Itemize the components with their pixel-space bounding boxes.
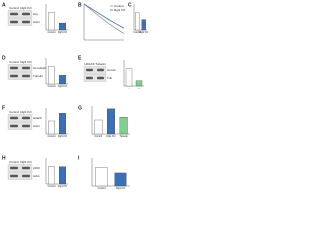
lane-label: Tubacin <box>95 62 106 66</box>
blot-band <box>10 66 18 70</box>
lane-label: Dgl1 KO <box>20 160 32 164</box>
lane-label: Control <box>9 60 19 64</box>
blot-band <box>22 166 30 170</box>
blot-band <box>22 116 30 120</box>
panel-letter: C <box>128 2 132 8</box>
x-tick-label: Control <box>94 135 102 138</box>
panel-letter: F <box>2 105 5 111</box>
bar <box>59 113 66 135</box>
row-label: Tub <box>107 76 112 80</box>
row-label: Actin <box>33 124 40 128</box>
x-tick-label: + <box>138 87 140 90</box>
x-tick-label: Dgl1 KO <box>106 135 115 138</box>
x-tick-label: Tubacin <box>119 135 128 138</box>
bar <box>114 172 127 187</box>
row-label: Ac-tubulin <box>33 66 47 70</box>
bar <box>125 68 133 87</box>
bar <box>59 22 66 31</box>
blot-strip <box>7 10 33 18</box>
row-label: Actin <box>33 20 40 24</box>
blot-band <box>22 174 30 178</box>
bar <box>48 166 55 185</box>
legend-label: Control <box>114 4 124 8</box>
bar <box>48 12 55 31</box>
blot-strip <box>83 66 107 74</box>
blot-strip <box>83 74 107 82</box>
bar <box>59 75 66 85</box>
bar <box>135 12 140 31</box>
blot-band <box>10 124 18 128</box>
row-label: p300 <box>33 166 40 170</box>
lane-label: Control <box>9 160 19 164</box>
bar <box>141 19 146 31</box>
blot-band <box>22 124 30 128</box>
blot-strip <box>7 64 33 72</box>
blot-band <box>86 68 93 72</box>
bar <box>135 80 143 87</box>
blot-band <box>86 76 93 80</box>
row-label: Actin <box>33 174 40 178</box>
bar <box>95 167 108 187</box>
blot-band <box>97 68 104 72</box>
x-tick-label: Control <box>98 187 106 190</box>
x-tick-label: Control <box>48 185 56 188</box>
x-tick-label: Control <box>48 135 56 138</box>
lane-label: Dgl1 KO <box>20 110 32 114</box>
x-tick-label: Control <box>48 85 56 88</box>
panel-letter: B <box>78 2 82 8</box>
blot-band <box>22 20 30 24</box>
x-tick-label: Dgl1 KO <box>58 85 67 88</box>
x-tick-label: Dgl1 KO <box>139 31 148 34</box>
x-tick-label: - <box>129 87 130 90</box>
blot-strip <box>7 18 33 26</box>
panel-letter: I <box>78 155 80 161</box>
blot-band <box>10 12 18 16</box>
panel-letter: H <box>2 155 6 161</box>
bar <box>48 66 55 85</box>
blot-band <box>22 74 30 78</box>
blot-band <box>10 174 18 178</box>
blot-band <box>22 66 30 70</box>
blot-band <box>97 76 104 80</box>
blot-band <box>10 116 18 120</box>
legend-label: Dgl1 KO <box>114 8 126 12</box>
line <box>83 3 125 29</box>
x-tick-label: Dgl1 KO <box>58 31 67 34</box>
blot-strip <box>7 114 33 122</box>
blot-strip <box>7 72 33 80</box>
bar <box>119 117 128 135</box>
row-label: Tubulin <box>33 74 43 78</box>
x-tick-label: Control <box>48 31 56 34</box>
blot-strip <box>7 122 33 130</box>
lane-label: Dgl1 KO <box>20 6 32 10</box>
lane-label: Control <box>9 6 19 10</box>
lane-label: Control <box>9 110 19 114</box>
x-tick-label: Dgl1 KO <box>116 187 125 190</box>
row-label: Hdac6 <box>33 116 42 120</box>
row-label: Ac-tub <box>107 68 116 72</box>
bar <box>59 166 66 185</box>
row-label: Acy <box>33 12 39 16</box>
blot-strip <box>7 172 33 180</box>
blot-strip <box>7 164 33 172</box>
bar <box>94 119 103 135</box>
x-tick-label: Dgl1 KO <box>58 135 67 138</box>
bar <box>48 120 55 135</box>
blot-band <box>10 20 18 24</box>
panel-letter: D <box>2 55 6 61</box>
x-tick-label: Control <box>133 31 141 34</box>
bar <box>107 108 115 135</box>
blot-band <box>10 166 18 170</box>
panel-letter: A <box>2 2 6 8</box>
line <box>83 3 125 34</box>
blot-band <box>22 12 30 16</box>
x-tick-label: Dgl1 KO <box>58 185 67 188</box>
panel-letter: E <box>78 55 82 61</box>
blot-band <box>10 74 18 78</box>
lane-label: HDAC6 <box>84 62 95 66</box>
panel-letter: G <box>78 105 82 111</box>
lane-label: Dgl1 KO <box>20 60 32 64</box>
